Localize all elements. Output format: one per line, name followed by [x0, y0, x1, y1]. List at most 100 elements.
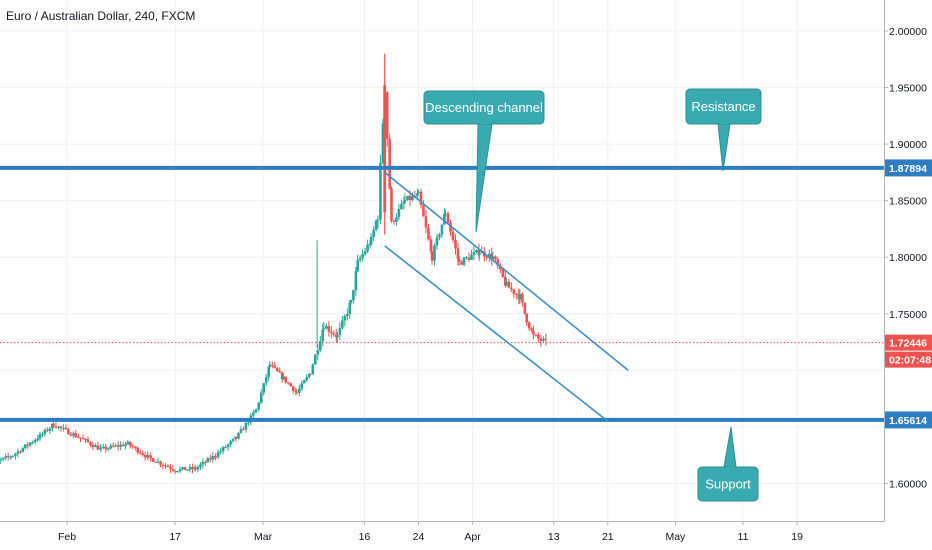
candle-body	[273, 365, 277, 368]
callout-resistance: Resistance	[685, 88, 762, 172]
candle-body	[19, 451, 22, 453]
candle-body	[121, 444, 125, 447]
candle-body	[525, 313, 528, 323]
support-price-tag-bg	[885, 411, 932, 429]
candle-body	[149, 455, 152, 459]
candle-body	[322, 328, 326, 330]
candle-body	[254, 409, 258, 411]
candle-body	[305, 376, 309, 381]
candle-body	[352, 290, 355, 301]
candle-body	[300, 383, 304, 389]
callout-resistance-pointer	[717, 123, 731, 172]
candle-body	[430, 251, 434, 261]
support-price-tag: 1.65614	[889, 415, 927, 427]
candle-body	[348, 302, 352, 314]
price-tick-label: 1.75000	[889, 309, 927, 321]
candle-body	[0, 459, 3, 461]
candle-body	[36, 438, 40, 441]
channel-upper-line	[384, 171, 629, 371]
candle-body	[470, 255, 473, 260]
candle-body	[408, 195, 412, 200]
candle-body	[89, 442, 92, 445]
candle-body	[216, 452, 220, 457]
candle-body	[417, 191, 420, 194]
candle-body	[499, 266, 502, 270]
candle-body	[74, 433, 78, 437]
candle-body	[534, 334, 538, 336]
callout-support: Support	[697, 426, 759, 502]
candle-body	[106, 448, 110, 450]
candle-body	[411, 195, 414, 200]
candle-body	[101, 446, 105, 448]
candle-body	[116, 445, 120, 447]
candle-body	[81, 438, 85, 440]
candle-body	[316, 350, 320, 355]
candle-body	[518, 293, 522, 300]
candle-body	[510, 287, 513, 290]
candle-body	[302, 380, 306, 384]
resistance-price-tag: 1.87894	[889, 163, 927, 175]
time-axis[interactable]: Feb 17 Mar 16 24 Apr 13 21 May 11 19	[0, 521, 884, 550]
candle-body	[234, 436, 238, 439]
candle-body	[183, 467, 187, 471]
candle-body	[219, 451, 222, 453]
candle-body	[156, 461, 160, 463]
candle-body	[286, 382, 290, 384]
candle-body	[363, 251, 367, 255]
candle-body	[268, 364, 272, 368]
candle-body	[544, 338, 548, 340]
callout-descending-channel: Descending channel	[423, 90, 545, 233]
time-tick-label: 24	[413, 531, 425, 543]
candle-body	[186, 469, 189, 471]
candle-body	[129, 441, 132, 446]
candle-body	[494, 256, 497, 260]
candle-body	[143, 454, 147, 458]
candle-body	[332, 333, 336, 335]
candle-body	[295, 391, 299, 393]
candle-body	[400, 203, 403, 209]
countdown-tag-bg	[885, 351, 932, 368]
candle-body	[154, 461, 157, 463]
candle-body	[43, 429, 47, 434]
candle-body	[109, 445, 113, 449]
callout-support-seam	[725, 467, 735, 469]
candle-body	[275, 367, 279, 372]
candle-body	[209, 458, 212, 460]
candle-body	[24, 444, 27, 449]
candle-body	[309, 374, 312, 376]
candle-body	[457, 258, 461, 262]
candle-body	[372, 229, 375, 238]
candle-body	[204, 461, 207, 463]
candle-body	[354, 271, 358, 291]
grid-layer	[0, 0, 884, 521]
candle-body	[298, 388, 301, 393]
candle-body	[542, 338, 545, 341]
candle-body	[178, 468, 182, 472]
candle-body-spike	[383, 85, 387, 212]
candle-body	[501, 269, 505, 277]
candle-body	[244, 422, 248, 430]
time-tick-label: 19	[791, 531, 803, 543]
time-tick-label: May	[665, 531, 686, 543]
chart-title: Euro / Australian Dollar, 240, FXCM	[6, 9, 196, 23]
candle-body	[454, 239, 457, 249]
candle-body	[41, 433, 44, 435]
candle-body	[91, 444, 95, 448]
candle-body	[199, 464, 202, 468]
drawings-layer	[0, 165, 884, 422]
candle-body	[6, 456, 10, 458]
candle-body	[446, 213, 450, 223]
price-axis[interactable]: 2.00000 1.95000 1.90000 1.85000 1.80000 1.750…	[884, 0, 932, 550]
candle-body	[397, 208, 401, 218]
candle-body	[146, 455, 150, 457]
candle-body	[379, 162, 382, 220]
price-tick-label: 2.00000	[889, 26, 927, 38]
candle-body	[318, 341, 322, 351]
candle-body	[229, 441, 232, 445]
candle-body	[366, 244, 369, 252]
candle-body	[338, 327, 342, 336]
candle-body	[11, 455, 15, 457]
candle-body	[26, 444, 30, 446]
